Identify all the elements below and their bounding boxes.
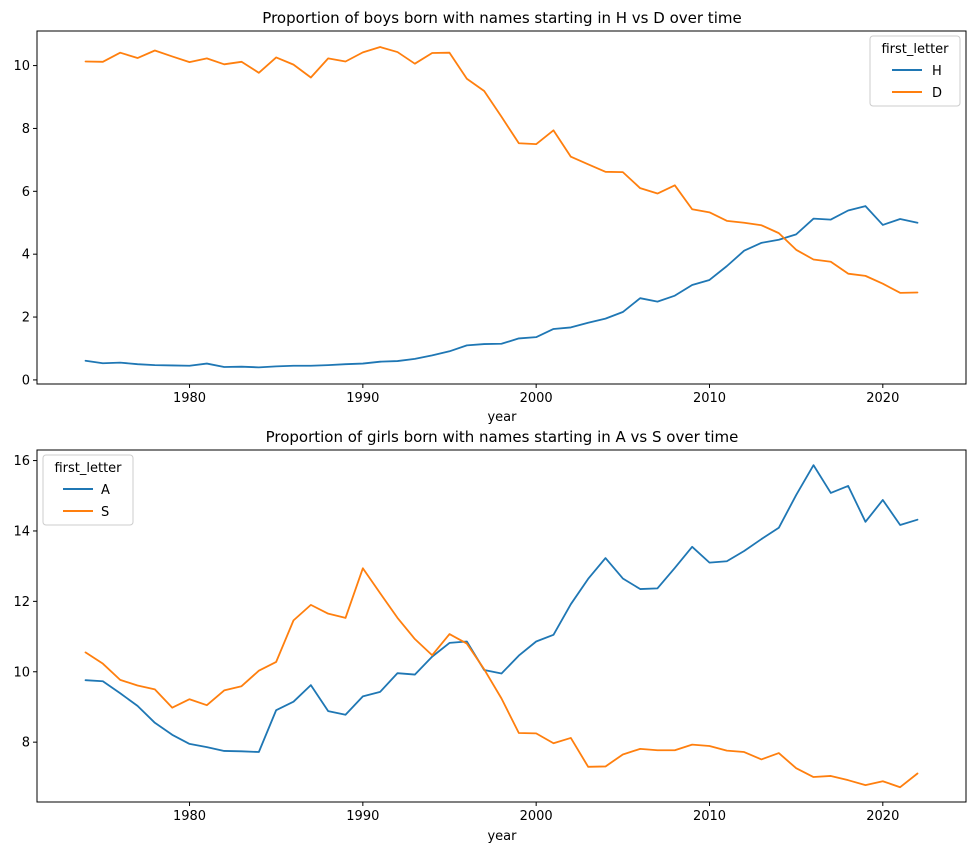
legend-title: first_letter [881,42,949,57]
y-tick-label: 4 [22,248,30,263]
chart-boys-h-vs-d: Proportion of boys born with names start… [13,9,967,425]
y-tick-label: 6 [22,185,30,200]
x-tick-label: 2020 [866,809,899,824]
y-tick-label: 2 [22,311,30,326]
x-tick-label: 2000 [520,809,553,824]
y-tick-label: 10 [13,59,30,74]
plot-area [36,449,967,803]
y-tick-label: 12 [13,595,30,610]
y-tick-label: 14 [13,524,30,539]
y-tick-label: 8 [22,736,30,751]
y-tick-label: 10 [13,665,30,680]
x-tick-label: 2020 [866,391,899,406]
x-tick-label: 2010 [693,391,726,406]
legend-label-s: S [101,505,109,520]
series-lines [84,464,919,789]
chart-girls-a-vs-s: Proportion of girls born with names star… [13,428,967,844]
legend-label-a: A [101,483,110,498]
legend: first_letter A S [42,454,134,526]
x-tick-label: 1990 [346,809,379,824]
legend-title: first_letter [54,461,122,476]
series-line-a [84,464,919,753]
series-lines [84,46,919,369]
series-line-s [84,567,919,789]
x-tick-label: 1980 [173,391,206,406]
legend-label-h: H [932,64,942,79]
x-tick-label: 1990 [346,391,379,406]
plot-area [36,30,967,385]
legend-label-d: D [932,86,942,101]
x-tick-label: 2000 [520,391,553,406]
legend: first_letter H D [869,35,961,107]
y-tick-label: 0 [22,373,30,388]
y-tick-label: 16 [13,454,30,469]
axis-ticks: 1980 1990 2000 2010 2020 8 10 12 14 16 [13,454,899,824]
series-line-h [84,205,919,369]
chart-title: Proportion of girls born with names star… [266,428,739,446]
chart-title: Proportion of boys born with names start… [262,9,741,27]
series-line-d [84,46,919,294]
x-axis-label: year [487,410,517,425]
y-tick-label: 8 [22,122,30,137]
x-tick-label: 2010 [693,809,726,824]
x-tick-label: 1980 [173,809,206,824]
axis-ticks: 1980 1990 2000 2010 2020 0 2 4 6 8 10 [13,59,899,406]
x-axis-label: year [487,829,517,844]
